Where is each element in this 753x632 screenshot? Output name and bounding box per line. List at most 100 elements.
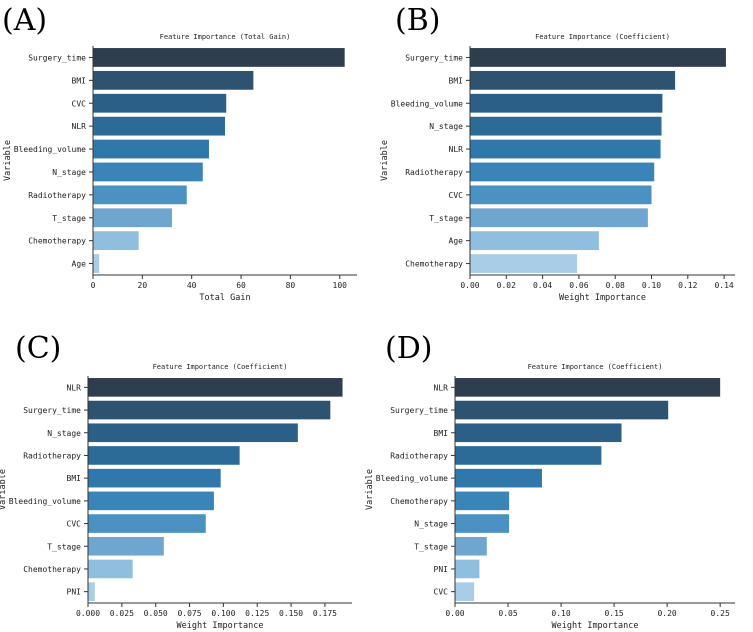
category-label: CVC [72, 99, 87, 108]
x-tick-label: 0.000 [76, 609, 100, 618]
x-tick-label: 0.075 [177, 609, 201, 618]
category-label: CVC [449, 191, 464, 200]
bar-radiotherapy [470, 162, 655, 182]
panel-a-title: Feature Importance (Total Gain) [160, 33, 291, 41]
x-tick-label: 0.08 [606, 281, 625, 290]
bar-cvc [470, 185, 652, 205]
x-axis-label: Weight Importance [559, 293, 646, 303]
bar-pni [88, 582, 95, 601]
bar-surgery-time [93, 48, 345, 67]
category-label: BMI [449, 76, 464, 85]
panel-c-label: (C) [15, 331, 61, 366]
category-label: Chemotherapy [390, 497, 448, 506]
category-label: NLR [449, 145, 464, 154]
bar-cvc [88, 514, 206, 533]
bar-chemotherapy [470, 254, 578, 273]
bar-pni [455, 559, 480, 579]
category-label: Bleeding_volume [9, 497, 81, 506]
bar-n-stage [455, 514, 510, 533]
x-axis-label: Total Gain [199, 293, 250, 303]
bar-t-stage [93, 208, 172, 228]
panel-b: (B) Feature Importance (Coefficient) Surge… [380, 3, 735, 303]
bar-chemotherapy [93, 231, 139, 251]
bar-nlr [88, 378, 343, 397]
bar-t-stage [455, 536, 487, 556]
bar-t-stage [470, 208, 648, 228]
category-label: T_stage [47, 542, 81, 551]
category-label: NLR [67, 383, 82, 392]
panel-c: (C) Feature Importance (Coefficient) NLR Su… [0, 331, 352, 631]
category-label: Bleeding_volume [376, 474, 448, 483]
x-tick-label: 0.12 [678, 281, 697, 290]
y-axis-label: Variable [380, 140, 390, 181]
bar-bmi [93, 70, 254, 90]
bar-bmi [88, 468, 221, 488]
category-label: BMI [434, 429, 449, 438]
category-label: Surgery_time [390, 406, 448, 415]
x-axis-label: Weight Importance [552, 621, 639, 631]
x-axis-label: Weight Importance [177, 621, 264, 631]
category-label: BMI [67, 474, 82, 483]
x-tick-label: 0.15 [604, 609, 623, 618]
x-tick-label: 0.25 [711, 609, 730, 618]
y-axis-label: Variable [365, 469, 375, 510]
x-tick-label: 0.05 [498, 609, 517, 618]
category-label: Age [72, 260, 87, 269]
category-label: NLR [72, 122, 87, 131]
x-tick-label: 0.175 [313, 609, 337, 618]
bar-surgery-time [88, 400, 331, 420]
bar-surgery-time [470, 48, 726, 67]
category-label: Chemotherapy [405, 260, 463, 269]
category-label: BMI [72, 76, 87, 85]
bar-t-stage [88, 536, 164, 556]
x-tick-label: 0.100 [211, 609, 235, 618]
x-tick-label: 0.10 [551, 609, 570, 618]
bar-bleeding-volume [470, 93, 663, 113]
x-tick-label: 0.025 [110, 609, 134, 618]
category-label: Bleeding_volume [391, 99, 463, 108]
bar-n-stage [93, 162, 203, 182]
category-label: NLR [434, 383, 449, 392]
x-tick-label: 0.04 [533, 281, 552, 290]
x-tick-label: 20 [138, 281, 148, 290]
category-label: PNI [434, 565, 449, 574]
bar-bleeding-volume [455, 468, 542, 488]
bar-radiotherapy [88, 446, 240, 465]
panel-c-title: Feature Importance (Coefficient) [153, 363, 288, 371]
panel-b-label: (B) [395, 3, 440, 38]
category-label: Chemotherapy [28, 237, 86, 246]
x-tick-label: 60 [236, 281, 246, 290]
bar-radiotherapy [455, 446, 602, 465]
category-label: Radiotherapy [23, 451, 81, 460]
x-tick-label: 40 [187, 281, 197, 290]
panel-b-title: Feature Importance (Coefficient) [535, 33, 670, 41]
panel-d: (D) Feature Importance (Coefficient) NLR Su… [365, 331, 735, 631]
bar-n-stage [470, 116, 662, 136]
category-label: N_stage [52, 168, 86, 177]
bar-bmi [455, 423, 622, 443]
category-label: CVC [67, 520, 82, 529]
x-tick-label: 0.02 [497, 281, 516, 290]
y-axis-label: Variable [3, 140, 13, 181]
category-label: N_stage [47, 429, 81, 438]
x-tick-label: 0.00 [445, 609, 464, 618]
x-tick-label: 0.10 [642, 281, 661, 290]
category-label: Chemotherapy [23, 565, 81, 574]
panel-d-label: (D) [385, 331, 432, 366]
bar-cvc [455, 582, 475, 601]
category-label: Radiotherapy [390, 451, 448, 460]
x-tick-label: 80 [286, 281, 296, 290]
x-tick-label: 0.150 [279, 609, 303, 618]
panel-a: (A) Feature Importance (Total Gain) Surger… [2, 3, 357, 303]
y-axis-label: Variable [0, 469, 8, 510]
category-label: T_stage [52, 214, 86, 223]
category-label: Surgery_time [23, 406, 81, 415]
category-label: CVC [434, 588, 449, 597]
bar-radiotherapy [93, 185, 187, 205]
bar-nlr [93, 116, 225, 136]
bar-bleeding-volume [93, 139, 209, 159]
x-tick-label: 100 [333, 281, 348, 290]
x-tick-label: 0 [91, 281, 96, 290]
bar-age [470, 231, 599, 251]
